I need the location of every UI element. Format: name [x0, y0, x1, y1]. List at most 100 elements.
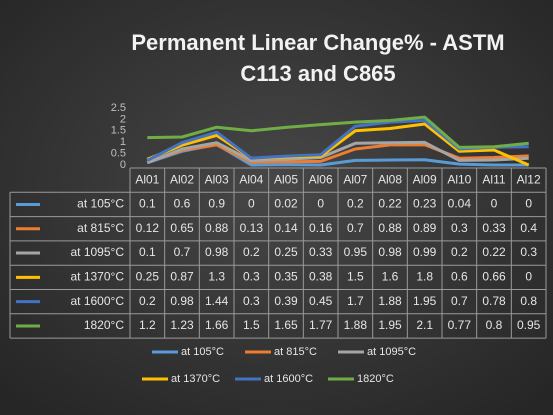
data-table-value: 0.3 [451, 221, 468, 235]
data-table-value: 0.2 [139, 294, 156, 308]
data-table-value: 0.13 [240, 221, 264, 235]
data-table-value: 0.23 [413, 197, 437, 211]
data-table-value: 0.99 [413, 245, 437, 259]
data-table-value: 0.87 [170, 270, 194, 284]
series-line [147, 115, 529, 149]
series-line [146, 140, 529, 165]
data-table-value: 0.1 [139, 245, 156, 259]
data-table-value: 1.7 [347, 294, 364, 308]
chart-title: Permanent Linear Change% - ASTM [131, 30, 504, 55]
data-table-value: 0.95 [517, 318, 541, 332]
data-table-value: 1.65 [274, 318, 298, 332]
data-table-value: 0.78 [482, 294, 506, 308]
x-tick-label: Al05 [274, 172, 298, 186]
data-table-value: 0.3 [243, 270, 260, 284]
y-tick-label: 1.5 [111, 125, 126, 137]
data-table-value: 1.5 [347, 270, 364, 284]
data-table-value: 0.02 [274, 197, 298, 211]
chart-title: C113 and C865 [240, 61, 395, 86]
data-table-value: 0.2 [243, 245, 260, 259]
legend-label: at 105°C [181, 346, 224, 358]
legend-label: 1820°C [357, 373, 394, 385]
data-table-value: 0.22 [378, 197, 402, 211]
x-tick-label: Al04 [239, 172, 263, 186]
x-tick-label: Al01 [135, 172, 159, 186]
data-table-value: 0.14 [274, 221, 298, 235]
data-table-value: 0.7 [451, 294, 468, 308]
data-table-value: 0 [248, 197, 255, 211]
data-table-value: 0.2 [347, 197, 364, 211]
x-tick-label: Al10 [447, 172, 471, 186]
data-table-value: 0.45 [309, 294, 333, 308]
legend-label: at 1095°C [367, 346, 416, 358]
data-table-value: 0.66 [482, 270, 506, 284]
data-table-value: 1.95 [413, 294, 437, 308]
data-table-value: 0.65 [170, 221, 194, 235]
legend-label: at 1600°C [70, 294, 124, 308]
data-table-value: 1.44 [205, 294, 229, 308]
data-table-value: 0.22 [482, 245, 506, 259]
x-tick-label: Al08 [378, 172, 402, 186]
data-table-value: 0.77 [448, 318, 472, 332]
data-table-value: 0.35 [274, 270, 298, 284]
x-tick-label: Al11 [482, 172, 505, 186]
y-tick-label: 1 [120, 136, 126, 148]
y-tick-label: 2 [120, 113, 126, 125]
data-table-value: 1.88 [344, 318, 368, 332]
data-table-value: 0 [525, 197, 532, 211]
data-table-value: 0.98 [378, 245, 402, 259]
data-table-value: 0.89 [413, 221, 437, 235]
data-table-value: 0 [317, 197, 324, 211]
legend-label: 1820°C [84, 318, 124, 332]
data-table-value: 1.23 [170, 318, 194, 332]
legend-label: at 815°C [274, 346, 317, 358]
data-table-value: 0.25 [274, 245, 298, 259]
data-table-value: 0.9 [208, 197, 225, 211]
x-tick-label: Al06 [309, 172, 333, 186]
legend-label: at 105°C [77, 197, 124, 211]
data-table-value: 0.16 [309, 221, 333, 235]
data-table-value: 0.8 [486, 318, 503, 332]
legend-label: at 815°C [77, 221, 124, 235]
data-table-value: 1.8 [416, 270, 433, 284]
x-tick-label: Al09 [413, 172, 437, 186]
data-table-value: 0.8 [520, 294, 537, 308]
data-table-value: 0.88 [378, 221, 402, 235]
y-tick-label: 0.5 [111, 148, 126, 160]
legend-label: at 1370°C [70, 270, 124, 284]
data-table-value: 0.38 [309, 270, 333, 284]
data-table-value: 1.5 [243, 318, 260, 332]
data-table-value: 0.98 [205, 245, 229, 259]
data-table-value: 0.88 [205, 221, 229, 235]
data-table-value: 0 [491, 197, 498, 211]
x-tick-label: Al03 [205, 172, 229, 186]
data-table-value: 0.33 [482, 221, 506, 235]
series-line [146, 143, 529, 164]
legend-label: at 1095°C [70, 245, 124, 259]
data-table-value: 0.04 [448, 197, 472, 211]
x-tick-label: Al12 [517, 172, 541, 186]
data-table-value: 0.7 [347, 221, 364, 235]
data-table-value: 0.95 [344, 245, 368, 259]
data-table-value: 1.77 [309, 318, 333, 332]
legend-label: at 1600°C [264, 373, 313, 385]
data-table-value: 0.6 [174, 197, 191, 211]
data-table-value: 0.6 [451, 270, 468, 284]
data-table-value: 0 [525, 270, 532, 284]
data-table-value: 1.88 [378, 294, 402, 308]
x-tick-label: Al07 [343, 172, 367, 186]
data-table-value: 0.12 [136, 221, 160, 235]
legend-label: at 1370°C [171, 373, 220, 385]
series-line [146, 122, 530, 167]
data-table-value: 0.33 [309, 245, 333, 259]
data-table-value: 0.25 [136, 270, 160, 284]
data-table-value: 0.1 [139, 197, 156, 211]
data-table-value: 0.4 [520, 221, 537, 235]
data-table-value: 0.39 [274, 294, 298, 308]
data-table-value: 2.1 [416, 318, 433, 332]
data-table-value: 0.98 [170, 294, 194, 308]
y-tick-label: 2.5 [111, 102, 126, 114]
